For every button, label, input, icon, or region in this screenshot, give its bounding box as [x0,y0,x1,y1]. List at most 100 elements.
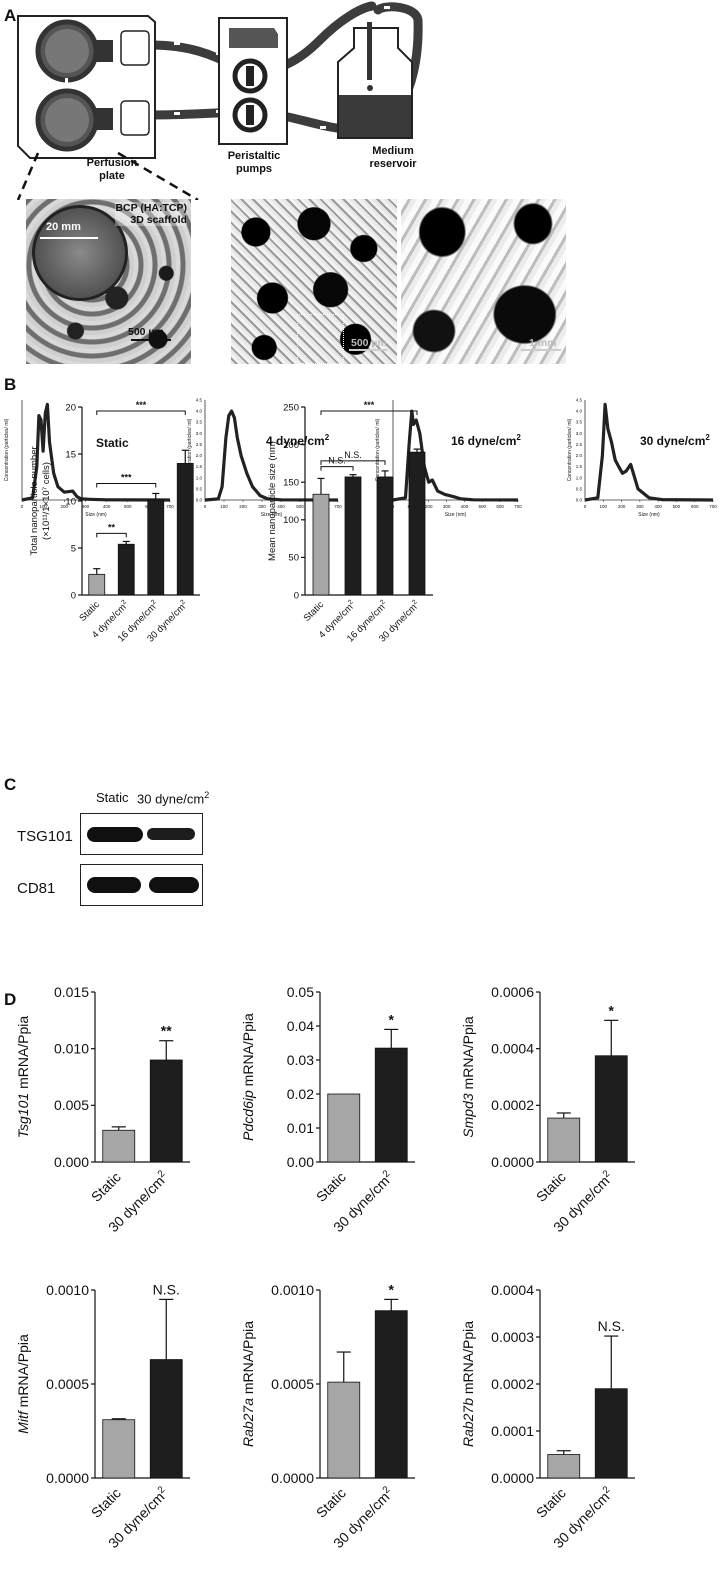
panel-label-d: D [4,990,17,1009]
x-tick-label: 600 [691,504,699,509]
nta-30-plot: 0 100 200 300 400 500 600 700 0.0 0.5 1.0 1.5 2.0 2.5… [567,398,717,519]
x-tick-label: 400 [654,504,662,509]
bar [102,1419,136,1479]
bar [312,493,330,596]
x-tick-label: 200 [618,504,626,509]
x-tick-label: 400 [461,504,469,509]
y-tick-label: 0.0010 [271,1282,314,1298]
significance-bracket [96,482,157,488]
y-tick-label: 50 [288,553,299,564]
significance-label: * [389,1281,395,1297]
y-tick-label: 0.0000 [46,1470,89,1486]
bar [176,463,194,596]
y-axis-label: Rab27a mRNA/Ppia [240,1321,256,1447]
significance-label: N.S. [153,1281,180,1297]
y-tick-label: 0.0002 [491,1097,534,1113]
concentration-trace [204,409,339,502]
x-tick-label: 200 [61,504,69,509]
pdcd6ip-chart: 0.00 0.01 0.02 0.03 0.04 0.05 Pdcd6ip mRNA/Ppi… [240,984,415,1235]
category-label: Static [533,1485,569,1521]
y-axis-label: Smpd3 mRNA/Ppia [460,1016,476,1138]
scale-1mm-label: 1 mm [529,337,557,349]
blot-row-cd81 [80,864,203,906]
scale-500um-b-label: 500 µm [351,337,387,349]
y-tick-label: 0.0005 [271,1376,314,1392]
y-tick-label: 0.0001 [491,1423,534,1439]
y-axis-label: Concentration (particles/ ml) [375,418,381,481]
scale-20mm-label: 20 mm [46,221,81,233]
blot-band-tsg101-30 [147,828,195,840]
y-tick-label: 2.5 [196,442,203,447]
x-tick-label: 300 [258,504,266,509]
y-tick-label: 3.0 [196,431,203,436]
medium-reservoir-label-2: reservoir [369,158,417,170]
x-tick-label: 100 [220,504,228,509]
y-tick-label: 0.0010 [46,1282,89,1298]
y-tick-label: 5 [71,543,76,554]
sem-image-high-mag: 1 mm [401,199,566,364]
x-axis-label: Size (nm) [85,512,107,518]
medium-reservoir [337,22,413,139]
peristaltic-pumps-label-1: Peristaltic [227,150,281,162]
nta-16-plot: 0100200300400500600700Size (nm)Concentra… [375,400,522,518]
category-label: Static [313,1485,349,1521]
y-tick-label: 2.0 [576,453,583,458]
bar [374,1310,408,1479]
x-tick-label: 0 [584,504,587,509]
blot-protein-tsg101: TSG101 [17,828,73,845]
bar [147,499,165,596]
y-axis-label: Mitf mRNA/Ppia [15,1334,31,1434]
category-label: Static [302,599,327,624]
x-tick-label: 400 [103,504,111,509]
y-axis-label: (×10¹¹/1×10⁷ cells) [41,462,52,540]
y-tick-label: 250 [283,402,299,413]
scaffold-photo: 20 mm BCP (HA:TCP) 3D scaffold 500 µm [26,199,191,364]
significance-bracket [96,410,186,415]
x-tick-label: 400 [277,504,285,509]
x-axis-label: Size (nm) [445,512,467,518]
y-axis-label: Pdcd6ip mRNA/Ppia [240,1013,256,1141]
y-tick-label: 0.0 [196,498,203,503]
blot-band-tsg101-static [87,827,143,842]
scaffold-disc [32,205,128,301]
y-tick-label: 0.03 [287,1052,314,1068]
y-tick-label: 0.0002 [491,1376,534,1392]
blot-band-cd81-static [87,877,141,893]
bar [374,1047,408,1163]
concentration-trace [584,402,714,502]
perfusion-system-diagram [16,1,423,200]
y-tick-label: 2.5 [576,442,583,447]
y-tick-label: 0.0004 [491,1282,534,1298]
scaffold-title-1: BCP (HA:TCP) [115,202,187,214]
perfusion-plate [17,15,156,159]
scale-500um-a-label: 500 µm [128,326,164,338]
bar [408,451,426,596]
bar [327,1093,361,1163]
significance-bracket [320,410,418,415]
y-tick-label: 3.0 [576,431,583,436]
y-tick-label: 0.01 [287,1120,314,1136]
x-tick-label: 700 [709,504,717,509]
sem-image-low-mag: 500 µm [231,199,397,364]
nta-4-plot: 01002003004005006007000.00.51.01.52.02.5… [187,398,342,519]
y-tick-label: 4.5 [196,398,203,403]
x-tick-label: 100 [39,504,47,509]
significance-label: *** [136,400,147,410]
peristaltic-pumps [218,17,288,145]
nta-4-title: 4 dyne/cm2 [266,433,330,448]
significance-label: N.S. [598,1318,625,1334]
nta-16-title: 16 dyne/cm2 [451,433,521,448]
bar [102,1129,136,1163]
y-tick-label: 0.0000 [491,1470,534,1486]
y-tick-label: 0.5 [196,486,203,491]
panel-label-a: A [4,6,17,25]
category-label: Static [77,599,102,624]
blot-band-cd81-30 [149,877,199,893]
category-label: Static [313,1169,349,1205]
category-label: Static [88,1169,124,1205]
x-tick-label: 200 [425,504,433,509]
x-tick-label: 0 [204,504,207,509]
y-tick-label: 0.005 [54,1097,89,1113]
y-tick-label: 1.5 [576,464,583,469]
significance-label: *** [121,472,132,482]
